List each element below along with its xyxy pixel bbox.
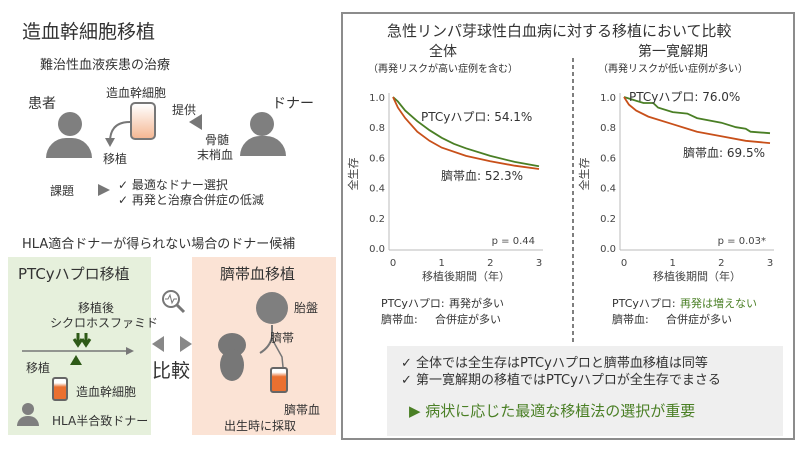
issue-arrow-icon [98,184,110,196]
survival-curve-ptcy [623,96,771,135]
conclusion: ▶ 病状に応じた最適な移植法の選択が重要 [409,402,696,420]
survival-curve-cord [392,96,540,170]
cord-title: 臍帯血移植 [220,265,296,283]
y-tick-label: 0.4 [600,184,616,195]
y-tick-label: 1.0 [369,93,385,104]
x-tick-label: 2 [718,258,724,269]
placenta-icon [256,292,288,324]
y-tick-label: 0.6 [369,153,385,164]
cord-panel: 臍帯血移植 胎盤 臍帯 臍帯血 出生時に採取 [192,257,336,435]
source-label-2: 末梢血 [197,148,234,162]
series-label: 臍帯血: 52.3% [441,169,523,183]
series-label: PTCyハプロ: 54.1% [421,110,532,124]
provide-label: 提供 [172,103,197,117]
issue-item: ✓ 最適なドナー選択 [118,178,228,192]
cell-label: 造血幹細胞 [76,385,137,399]
compare-arrows-icon [152,336,192,352]
footer-value: 合併症が多い [666,312,732,326]
x-tick-label: 3 [536,258,542,269]
page-title: 造血幹細胞移植 [22,21,156,43]
x-tick-label: 1 [669,258,675,269]
chart-subtitle: （再発リスクが低い症例が多い） [598,62,748,75]
y-tick-label: 0.2 [369,214,385,225]
y-tick-label: 0.8 [369,123,385,134]
cord-blood-bag-icon [270,367,288,393]
candidates-title: HLA適合ドナーが得られない場合のドナー候補 [22,237,296,252]
x-tick-label: 0 [621,258,627,269]
y-tick-label: 0.0 [369,244,385,255]
issue-label: 課題 [50,184,75,198]
x-axis-label: 移植後期間（年） [653,269,741,283]
transplant-label: 移植 [103,152,128,166]
chart-subtitle: （再発リスクが高い症例を含む） [368,62,518,75]
ptcy-donor-label: HLA半合致ドナー [52,414,149,428]
compare-label: 比較 [152,360,191,382]
ptcy-title: PTCyハプロ移植 [18,265,130,283]
footer-value: 再発が多い [449,296,504,310]
footer-label: 臍帯血: [612,312,649,326]
note-item: ✓ 全体では全生存はPTCyハプロと臍帯血移植は同等 [401,356,708,371]
drug-label-2: シクロホスファミド [50,316,159,330]
cord-blood-label: 臍帯血 [284,403,321,417]
footer-label: PTCyハプロ: [612,297,676,310]
survival-charts: 全体 （再発リスクが高い症例を含む） 0.0 0.2 0.4 0.6 0.8 1.0 0 1 2 3 移… [346,43,774,342]
y-axis-label: 全生存 [577,158,591,191]
timeline-icon [22,333,134,365]
collect-label: 出生時に採取 [224,419,297,433]
provide-arrow-icon [189,114,202,130]
x-tick-label: 3 [767,258,773,269]
donor-label: ドナー [272,96,314,112]
footer-label: 臍帯血: [381,312,418,326]
footer-value: 再発は増えない [680,296,757,310]
issue-item: ✓ 再発と治療合併症の低減 [118,193,264,207]
y-tick-label: 0.6 [600,153,616,164]
comparison-title: 急性リンパ芽球性白血病に対する移植において比較 [387,22,732,40]
p-value: p = 0.44 [492,236,535,247]
y-tick-label: 0.0 [600,244,616,255]
x-tick-label: 2 [487,258,493,269]
stem-cell-bag-icon [130,102,156,140]
stem-cell-bag-icon [52,377,68,401]
y-axis-label: 全生存 [346,158,360,191]
source-label-1: 骨髄 [205,133,230,147]
notes-box: ✓ 全体では全生存はPTCyハプロと臍帯血移植は同等 ✓ 第一寛解期の移植ではP… [387,346,783,436]
umbilical-label: 臍帯 [270,331,295,345]
x-axis-label: 移植後期間（年） [422,269,510,283]
p-value: p = 0.03* [718,236,766,247]
footer-value: 合併症が多い [435,312,501,326]
y-tick-label: 0.8 [600,123,616,134]
transplant-arrow-icon [105,121,131,147]
transplant-label: 移植 [26,361,51,375]
patient-label: 患者 [28,96,56,112]
survival-curve-cord [623,96,771,144]
y-tick-label: 0.2 [600,214,616,225]
chart-title: 第一寛解期 [638,43,708,60]
magnifier-icon [162,290,186,314]
comparison-panel: 急性リンパ芽球性白血病に対する移植において比較 全体 （再発リスクが高い症例を含む… [341,12,795,440]
y-tick-label: 0.4 [369,184,385,195]
series-label: PTCyハプロ: 76.0% [629,90,740,104]
placenta-label: 胎盤 [294,301,319,315]
ptcy-panel: PTCyハプロ移植 移植後 シクロホスファミド 移植 造血幹細胞 HLA半合致ド… [8,257,158,435]
drug-label-1: 移植後 [78,301,115,315]
note-item: ✓ 第一寛解期の移植ではPTCyハプロが全生存でまさる [401,373,721,388]
series-label: 臍帯血: 69.5% [683,146,765,160]
x-tick-label: 1 [438,258,444,269]
chart-title: 全体 [429,43,457,60]
footer-label: PTCyハプロ: [381,297,445,310]
subtitle: 難治性血液疾患の治療 [40,58,171,73]
y-tick-label: 1.0 [600,93,616,104]
cell-label: 造血幹細胞 [106,86,167,100]
x-tick-label: 0 [390,258,396,269]
survival-curve-ptcy [392,96,540,168]
